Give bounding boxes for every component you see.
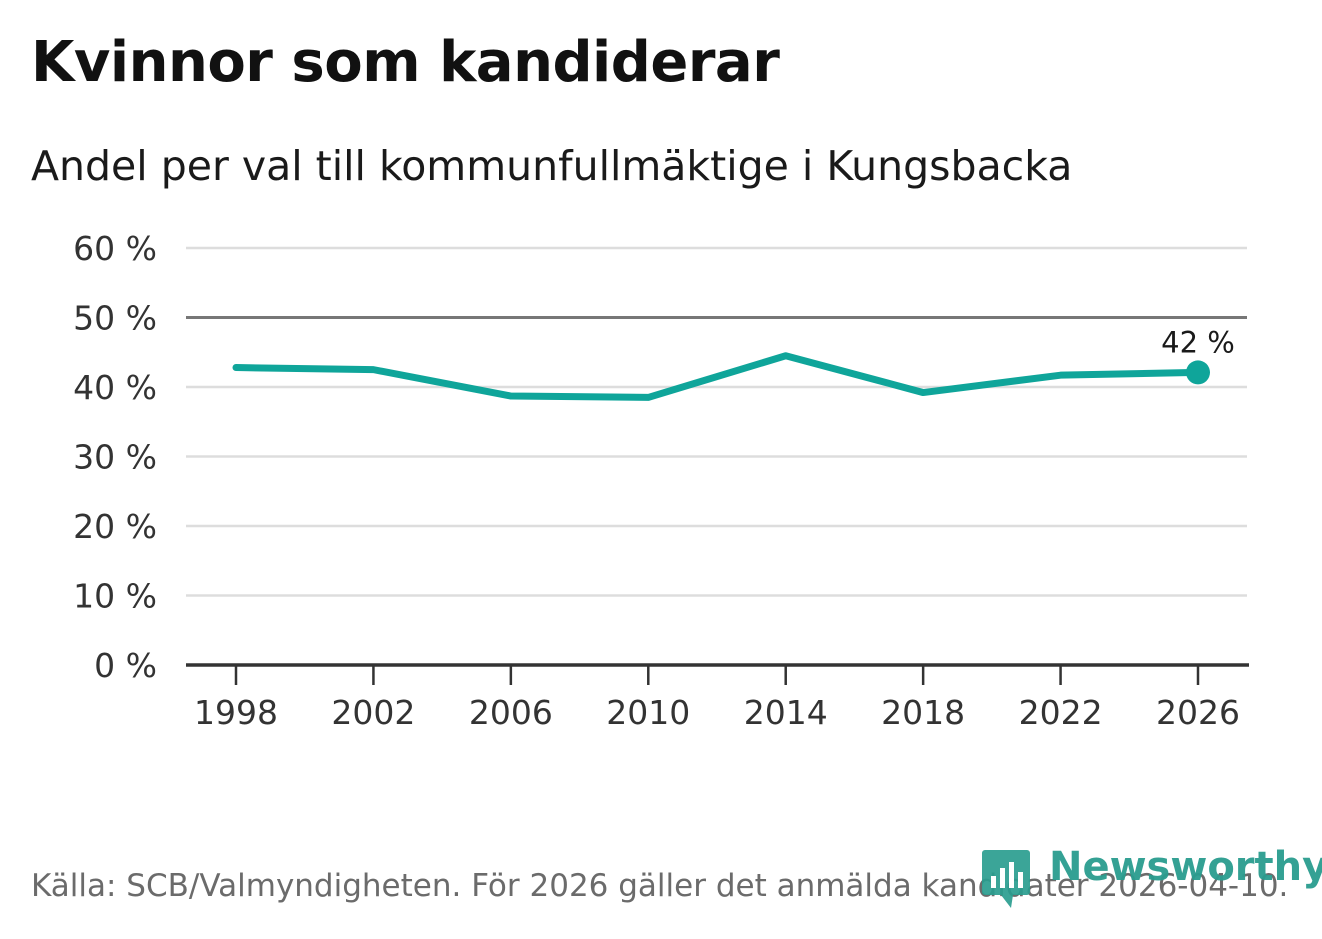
chart-title: Kvinnor som kandiderar (31, 30, 780, 95)
series-line (232, 352, 1202, 401)
x-tick-label-1998: 1998 (194, 693, 278, 732)
y-tick-label-10: 10 % (73, 577, 157, 616)
x-tick-label-2006: 2006 (469, 693, 553, 732)
y-tick-label-50: 50 % (73, 299, 157, 338)
y-tick-label-20: 20 % (73, 507, 157, 546)
series-group (232, 352, 1210, 401)
data-point-2026 (1186, 360, 1210, 385)
y-tick-label-40: 40 % (73, 368, 157, 407)
line-chart: 0 % 10 % 20 % 30 % 40 % 50 % 60 % 1998 2002 2006… (73, 229, 1249, 732)
newsworthy-logo-text: Newsworthy (1049, 844, 1322, 890)
y-tick-label-0: 0 % (94, 646, 157, 685)
y-tick-label-60: 60 % (73, 229, 157, 268)
newsworthy-logo: Newsworthy (981, 844, 1322, 910)
x-axis-tick-labels: 1998 2002 2006 2010 2014 2018 2022 2026 (194, 693, 1240, 732)
newsworthy-logo-icon (982, 850, 1030, 908)
data-label-2026: 42 % (1161, 325, 1235, 359)
x-axis (186, 663, 1249, 685)
chart-subtitle: Andel per val till kommunfullmäktige i K… (31, 142, 1073, 190)
data-label-group: 42 % (1161, 325, 1235, 359)
x-tick-label-2010: 2010 (606, 693, 690, 732)
grid-lines (186, 246, 1247, 597)
x-tick-label-2022: 2022 (1019, 693, 1103, 732)
y-axis-tick-labels: 0 % 10 % 20 % 30 % 40 % 50 % 60 % (73, 229, 157, 685)
x-tick-label-2026: 2026 (1156, 693, 1240, 732)
x-tick-label-2018: 2018 (881, 693, 965, 732)
x-tick-label-2014: 2014 (744, 693, 828, 732)
y-tick-label-30: 30 % (73, 438, 157, 477)
x-tick-label-2002: 2002 (331, 693, 415, 732)
source-note: Källa: SCB/Valmyndigheten. För 2026 gäll… (31, 868, 1289, 904)
